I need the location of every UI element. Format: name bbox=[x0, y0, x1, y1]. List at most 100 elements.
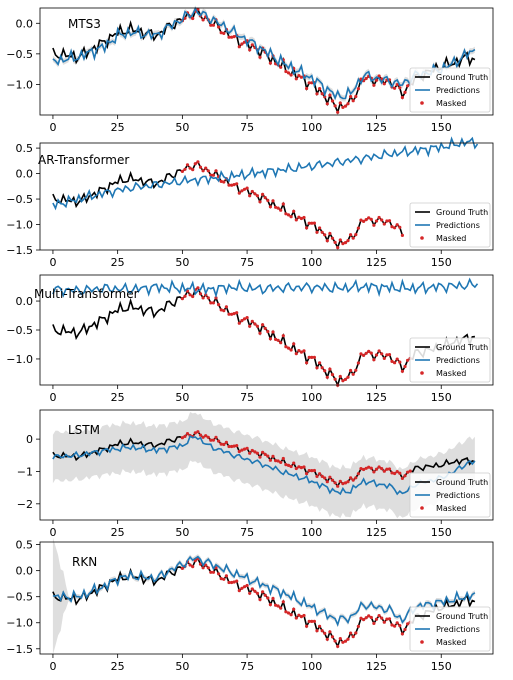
masked-point bbox=[330, 99, 335, 103]
masked-point bbox=[364, 218, 368, 222]
masked-point bbox=[403, 90, 407, 94]
masked-point bbox=[302, 215, 306, 220]
masked-point bbox=[271, 330, 275, 334]
masked-point bbox=[403, 627, 407, 632]
masked-point bbox=[240, 42, 244, 46]
masked-point bbox=[255, 451, 259, 455]
panel-title: Multi-Transformer bbox=[34, 287, 139, 301]
legend-masked: Masked bbox=[436, 638, 466, 647]
masked-point bbox=[297, 613, 301, 617]
masked-point bbox=[299, 350, 303, 354]
masked-point bbox=[380, 616, 384, 620]
masked-point bbox=[351, 236, 355, 240]
masked-point bbox=[307, 81, 311, 85]
x-tick-label: 150 bbox=[431, 121, 452, 134]
masked-point bbox=[237, 589, 241, 593]
masked-point bbox=[217, 303, 221, 307]
masked-point bbox=[196, 286, 200, 290]
y-tick-label: 0.5 bbox=[16, 539, 34, 552]
masked-point bbox=[341, 379, 345, 383]
x-tick-label: 25 bbox=[111, 526, 125, 539]
masked-point bbox=[284, 69, 288, 74]
masked-point bbox=[248, 451, 252, 455]
predictions-line bbox=[52, 435, 476, 496]
masked-point bbox=[258, 200, 262, 204]
masked-point bbox=[341, 242, 345, 246]
masked-point bbox=[284, 610, 288, 614]
masked-point bbox=[240, 319, 244, 323]
masked-point bbox=[369, 466, 373, 470]
masked-point bbox=[356, 226, 360, 230]
y-tick-label: −1.5 bbox=[6, 244, 33, 257]
legend-ground-truth: Ground Truth bbox=[436, 73, 488, 82]
masked-point bbox=[362, 467, 366, 472]
legend: Ground Truth Predictions Masked bbox=[409, 67, 491, 113]
y-tick-label: −1.0 bbox=[6, 78, 33, 91]
masked-point bbox=[227, 580, 231, 585]
masked-point bbox=[222, 442, 226, 447]
masked-point bbox=[240, 189, 244, 193]
masked-point bbox=[245, 316, 249, 320]
masked-point bbox=[312, 468, 316, 473]
masked-point bbox=[250, 587, 254, 591]
masked-point bbox=[377, 465, 381, 469]
masked-point bbox=[191, 168, 195, 172]
masked-point bbox=[237, 321, 241, 325]
masked-point bbox=[338, 637, 342, 641]
masked-point bbox=[201, 169, 205, 173]
masked-point bbox=[185, 163, 190, 167]
y-tick-label: −0.5 bbox=[6, 324, 33, 337]
masked-point bbox=[336, 110, 340, 114]
masked-point bbox=[330, 478, 335, 482]
masked-point bbox=[258, 455, 262, 459]
panel-rkn: 0 25 50 75 100 125 150 −1.5 −1.0 −0.5 0.0 0.5 RKN Gro… bbox=[6, 537, 494, 673]
masked-point bbox=[211, 438, 215, 442]
masked-point bbox=[315, 366, 319, 370]
masked-point bbox=[400, 369, 404, 373]
masked-point bbox=[276, 206, 280, 210]
legend: Ground Truth Predictions Masked bbox=[409, 202, 491, 248]
masked-point bbox=[196, 160, 200, 164]
masked-point bbox=[312, 619, 316, 623]
masked-point bbox=[274, 459, 278, 463]
masked-point bbox=[279, 341, 283, 345]
masked-point bbox=[286, 71, 291, 75]
masked-point bbox=[245, 583, 249, 588]
predictions-line bbox=[52, 136, 479, 211]
masked-point bbox=[219, 31, 223, 35]
masked-point bbox=[372, 223, 376, 227]
masked-point bbox=[372, 621, 376, 626]
masked-point bbox=[299, 75, 303, 79]
axes-frame bbox=[39, 409, 494, 521]
masked-point bbox=[211, 23, 215, 27]
masked-point bbox=[323, 369, 327, 373]
masked-point bbox=[305, 624, 309, 628]
masked-point bbox=[400, 632, 404, 636]
masked-point bbox=[297, 465, 301, 469]
legend: Ground Truth Predictions Masked bbox=[409, 337, 491, 383]
masked-point bbox=[406, 84, 410, 88]
masked-point bbox=[400, 233, 404, 237]
legend: Ground Truth Predictions Masked bbox=[409, 606, 491, 652]
masked-point bbox=[286, 463, 291, 467]
masked-point bbox=[349, 631, 353, 635]
masked-point bbox=[217, 439, 221, 443]
x-tick-label: 150 bbox=[431, 526, 452, 539]
legend-predictions: Predictions bbox=[436, 221, 480, 230]
y-tick-label: −0.5 bbox=[6, 48, 33, 61]
masked-point bbox=[364, 466, 368, 470]
x-tick-label: 25 bbox=[111, 121, 125, 134]
masked-point bbox=[230, 580, 234, 585]
masked-point bbox=[224, 305, 228, 309]
masked-point bbox=[377, 215, 381, 220]
masked-point bbox=[237, 45, 241, 49]
legend-box bbox=[409, 202, 491, 248]
masked-point bbox=[292, 607, 296, 611]
masked-point bbox=[369, 217, 373, 221]
masked-point bbox=[403, 364, 407, 369]
masked-point bbox=[242, 187, 247, 191]
masked-point bbox=[209, 570, 213, 574]
masked-point bbox=[253, 192, 257, 196]
y-tick-label: −1.0 bbox=[6, 219, 33, 232]
masked-point bbox=[281, 456, 285, 461]
